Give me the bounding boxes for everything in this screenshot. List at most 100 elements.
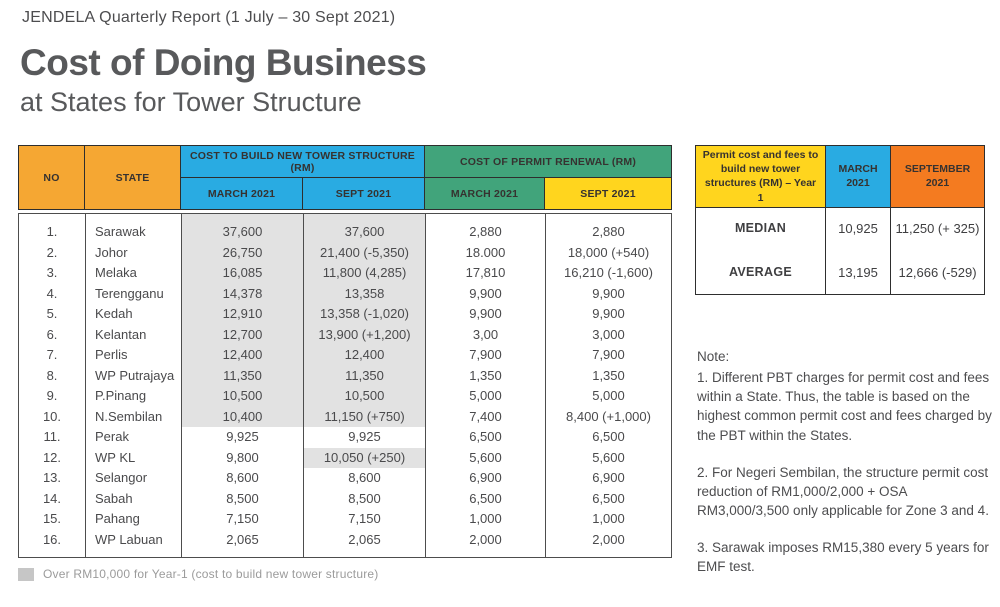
cell-state: Johor (85, 242, 181, 263)
cell-no: 16. (42, 531, 62, 547)
cell-build-march-2021: 8,600 (181, 468, 303, 489)
cell-build-sept-2021: 9,925 (303, 427, 425, 448)
summary-september-value: 11,250 (+ 325) (895, 220, 980, 236)
cell-build-sept-2021: 8,600 (303, 468, 425, 489)
cell-no: 7. (46, 347, 58, 362)
summary-september-value: 12,666 (-529) (898, 264, 977, 280)
table-row: 3. Melaka 16,085 11,800 (4,285) 17,810 1… (19, 263, 671, 284)
table-row: 2. Johor 26,750 21,400 (-5,350) 18.000 1… (19, 242, 671, 263)
table-spacer-row (19, 550, 671, 557)
cost-table-body: 1. Sarawak 37,600 37,600 2,880 2,880 2. … (18, 213, 672, 558)
cell-build-march-2021: 7,150 (181, 509, 303, 530)
table-row: 12. WP KL 9,800 10,050 (+250) 5,600 5,60… (19, 447, 671, 468)
cell-build-march-2021: 11,350 (181, 365, 303, 386)
cell-build-sept-2021: 7,150 (303, 509, 425, 530)
cell-build-march-2021: 26,750 (181, 242, 303, 263)
cell-permit-sept-2021: 9,900 (545, 304, 671, 325)
cell-no: 12. (42, 449, 62, 465)
report-label: JENDELA Quarterly Report (1 July – 30 Se… (22, 9, 396, 26)
cell-state: Perak (85, 427, 181, 448)
table-row: 5. Kedah 12,910 13,358 (-1,020) 9,900 9,… (19, 304, 671, 325)
summary-row: AVERAGE 13,195 12,666 (-529) (696, 250, 984, 294)
cell-build-march-2021: 37,600 (181, 222, 303, 243)
cell-permit-sept-2021: 9,900 (545, 283, 671, 304)
table-row: 15. Pahang 7,150 7,150 1,000 1,000 (19, 509, 671, 530)
page-title: Cost of Doing Business (20, 42, 427, 83)
notes-title: Note: (697, 349, 730, 364)
cell-build-sept-2021: 13,358 (303, 283, 425, 304)
cell-build-sept-2021: 2,065 (303, 529, 425, 550)
cost-table: NO STATE COST TO BUILD NEW TOWER STRUCTU… (18, 145, 672, 558)
cell-state: Terengganu (85, 283, 181, 304)
summary-march-value: 10,925 (826, 206, 891, 250)
summary-table: Permit cost and fees to build new tower … (695, 145, 985, 295)
cell-no: 9. (46, 388, 58, 403)
cell-permit-march-2021: 1,000 (425, 509, 545, 530)
table-row: 1. Sarawak 37,600 37,600 2,880 2,880 (19, 222, 671, 243)
cell-build-sept-2021: 8,500 (303, 488, 425, 509)
table-row: 6. Kelantan 12,700 13,900 (+1,200) 3,00 … (19, 324, 671, 345)
summary-table-body: MEDIAN 10,925 11,250 (+ 325) AVERAGE 13,… (696, 206, 984, 294)
table-spacer-row (19, 214, 671, 222)
cell-state: N.Sembilan (85, 406, 181, 427)
summary-row: MEDIAN 10,925 11,250 (+ 325) (696, 206, 984, 250)
cell-no: 3. (46, 265, 58, 280)
cell-build-march-2021: 8,500 (181, 488, 303, 509)
notes: Note: 1. Different PBT charges for permi… (697, 347, 993, 595)
cell-state: Kedah (85, 304, 181, 325)
summary-row-label: AVERAGE (696, 250, 826, 294)
cell-build-march-2021: 10,400 (181, 406, 303, 427)
cell-build-march-2021: 10,500 (181, 386, 303, 407)
cell-permit-sept-2021: 1,000 (545, 509, 671, 530)
cell-permit-sept-2021: 5,600 (545, 447, 671, 468)
cell-permit-sept-2021: 5,000 (545, 386, 671, 407)
cell-state: Kelantan (85, 324, 181, 345)
legend-label: Over RM10,000 for Year-1 (cost to build … (43, 567, 379, 581)
cell-permit-march-2021: 18.000 (425, 242, 545, 263)
cell-no: 2. (46, 244, 58, 260)
cell-permit-march-2021: 6,500 (425, 427, 545, 448)
cell-build-sept-2021: 21,400 (-5,350) (303, 242, 425, 263)
table-row: 4. Terengganu 14,378 13,358 9,900 9,900 (19, 283, 671, 304)
cell-permit-march-2021: 7,900 (425, 345, 545, 366)
col-header-state: STATE (85, 146, 181, 210)
cell-build-march-2021: 16,085 (181, 263, 303, 284)
cell-permit-march-2021: 6,900 (425, 468, 545, 489)
cell-permit-sept-2021: 2,880 (545, 222, 671, 243)
cell-build-sept-2021: 10,050 (+250) (303, 447, 425, 468)
cell-permit-march-2021: 5,000 (425, 386, 545, 407)
cell-state: Perlis (85, 345, 181, 366)
cell-no: 5. (46, 306, 58, 321)
cell-permit-sept-2021: 6,900 (545, 468, 671, 489)
col-header-no: NO (19, 146, 85, 210)
cell-permit-sept-2021: 6,500 (545, 488, 671, 509)
cell-no: 8. (46, 367, 58, 383)
summary-table-header: Permit cost and fees to build new tower … (696, 146, 984, 208)
cell-state: WP Putrajaya (85, 365, 181, 386)
cell-permit-sept-2021: 1,350 (545, 365, 671, 386)
cell-build-march-2021: 12,700 (181, 324, 303, 345)
cell-no: 11. (43, 429, 61, 444)
table-row: 13. Selangor 8,600 8,600 6,900 6,900 (19, 468, 671, 489)
cell-state: Sabah (85, 488, 181, 509)
cell-build-march-2021: 12,910 (181, 304, 303, 325)
cell-permit-march-2021: 1,350 (425, 365, 545, 386)
cell-no: 10. (42, 408, 62, 424)
summary-header-march-2021: MARCH 2021 (826, 146, 891, 208)
table-row: 11. Perak 9,925 9,925 6,500 6,500 (19, 427, 671, 448)
cell-no: 14. (42, 490, 62, 506)
cell-build-sept-2021: 10,500 (303, 386, 425, 407)
table-row: 9. P.Pinang 10,500 10,500 5,000 5,000 (19, 386, 671, 407)
cell-permit-march-2021: 7,400 (425, 406, 545, 427)
cell-permit-march-2021: 3,00 (425, 324, 545, 345)
cell-permit-sept-2021: 7,900 (545, 345, 671, 366)
cell-build-sept-2021: 37,600 (303, 222, 425, 243)
cell-permit-sept-2021: 16,210 (-1,600) (545, 263, 671, 284)
cell-build-sept-2021: 12,400 (303, 345, 425, 366)
col-header-permit-march-2021: MARCH 2021 (425, 178, 545, 210)
col-header-build-march-2021: MARCH 2021 (181, 178, 303, 210)
cell-permit-march-2021: 5,600 (425, 447, 545, 468)
summary-header-description: Permit cost and fees to build new tower … (696, 146, 826, 208)
cell-permit-sept-2021: 6,500 (545, 427, 671, 448)
table-row: 7. Perlis 12,400 12,400 7,900 7,900 (19, 345, 671, 366)
